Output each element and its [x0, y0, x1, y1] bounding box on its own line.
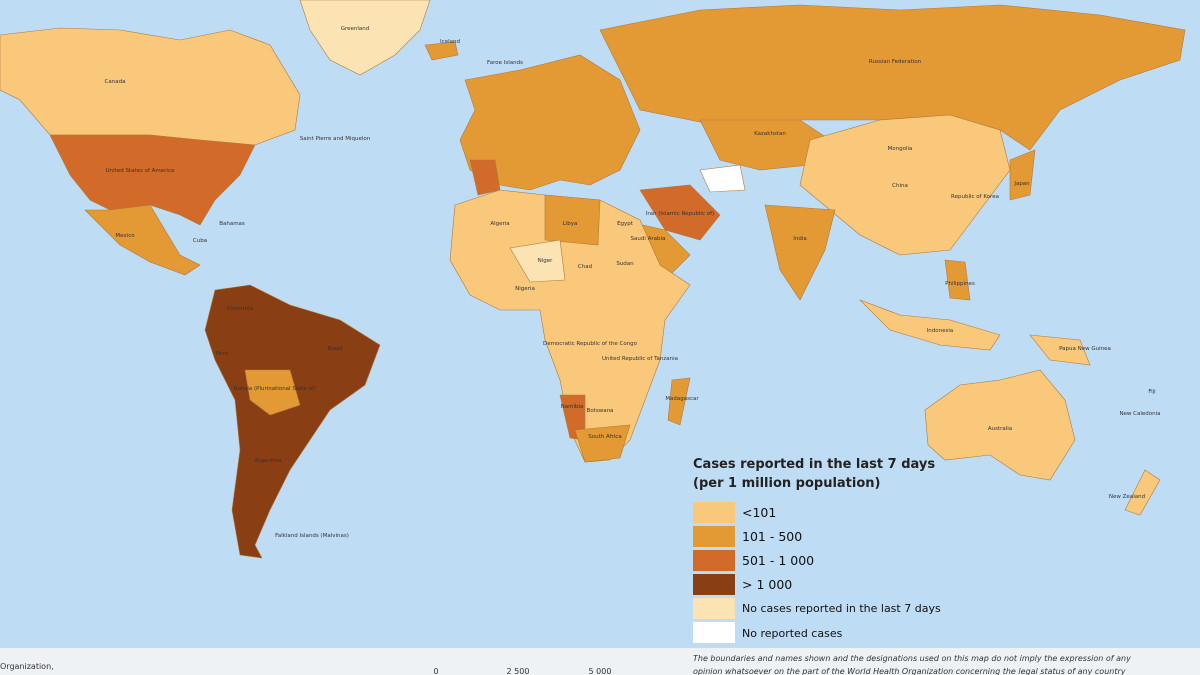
- country-label: Papua New Guinea: [1059, 346, 1111, 352]
- country-label: Botswana: [587, 408, 614, 414]
- australia: [924, 369, 1076, 481]
- country-label: Algeria: [490, 221, 509, 227]
- usa: [49, 134, 256, 226]
- legend-label: <101: [742, 505, 776, 520]
- land-masses: [0, 0, 1186, 559]
- country-label: Bahamas: [219, 221, 245, 227]
- country-label: Democratic Republic of the Congo: [543, 341, 638, 347]
- country-label: Madagascar: [665, 396, 699, 402]
- mexico: [84, 204, 201, 276]
- country-label: Mongolia: [888, 146, 913, 152]
- legend-swatch: [693, 502, 735, 523]
- country-labels: Greenland Iceland Canada United States o…: [105, 26, 1161, 539]
- country-label: Nigeria: [515, 286, 535, 292]
- country-label: Namibia: [561, 404, 584, 410]
- country-label: Sudan: [616, 261, 634, 267]
- africa: [449, 189, 691, 463]
- country-label: Brazil: [327, 346, 343, 352]
- country-label: Egypt: [617, 221, 634, 227]
- europe: [459, 54, 641, 191]
- iceland: [424, 41, 459, 61]
- country-label: New Caledonia: [1119, 411, 1160, 417]
- footer-left: Organization,: [0, 662, 54, 671]
- country-label: Peru: [216, 351, 228, 357]
- indonesia: [859, 299, 1001, 351]
- country-label: Colombia: [227, 306, 253, 312]
- india: [764, 204, 836, 301]
- country-label: Japan: [1013, 181, 1030, 187]
- country-label: New Zealand: [1109, 494, 1145, 500]
- bolivia: [244, 369, 301, 416]
- country-label: Russian Federation: [869, 59, 922, 65]
- philippines: [944, 259, 971, 301]
- country-label: South Africa: [588, 434, 621, 440]
- new-zealand: [1124, 469, 1161, 516]
- niger: [509, 239, 566, 283]
- legend-label: > 1 000: [742, 577, 792, 592]
- scale-label: 2 500: [507, 667, 530, 675]
- country-label: Mexico: [115, 233, 135, 239]
- disclaimer: opinion whatsoever on the part of the Wo…: [693, 667, 1126, 675]
- country-label: United Republic of Tanzania: [602, 356, 678, 362]
- country-label: Chad: [578, 264, 592, 270]
- country-label: Libya: [563, 221, 578, 227]
- country-label: Indonesia: [927, 328, 954, 334]
- country-label: Canada: [105, 79, 126, 85]
- canada: [0, 27, 301, 146]
- legend-title: (per 1 million population): [693, 476, 880, 491]
- png: [1029, 334, 1091, 366]
- country-label: Fiji: [1148, 389, 1156, 395]
- country-label: Republic of Korea: [951, 194, 999, 200]
- country-label: United States of America: [106, 168, 175, 174]
- legend-swatch: [693, 526, 735, 547]
- country-label: Philippines: [945, 281, 975, 287]
- country-label: Bolivia (Plurinational State of): [234, 386, 316, 392]
- libya: [544, 194, 601, 246]
- legend-label: No cases reported in the last 7 days: [742, 602, 941, 615]
- scale-label: 5 000: [589, 667, 612, 675]
- country-label: Falkland Islands (Malvinas): [275, 533, 349, 539]
- footer: Organization, 0 2 500 5 000 The boundari…: [0, 648, 1200, 675]
- country-label: Faroe Islands: [487, 60, 523, 66]
- south-america: [204, 284, 381, 559]
- country-label: China: [892, 183, 908, 189]
- legend-swatch: [693, 598, 735, 619]
- country-label: Argentina: [255, 458, 282, 464]
- scale-label: 0: [433, 667, 438, 675]
- south-africa: [574, 424, 631, 463]
- legend-label: 101 - 500: [742, 529, 802, 544]
- china: [799, 114, 1011, 256]
- iran: [639, 184, 721, 241]
- russia: [599, 4, 1186, 151]
- footer-band: [0, 648, 1200, 675]
- country-label: Iran (Islamic Republic of): [646, 211, 714, 217]
- legend-title: Cases reported in the last 7 days: [693, 457, 935, 472]
- japan: [1009, 149, 1036, 201]
- country-label: India: [793, 236, 807, 242]
- legend: Cases reported in the last 7 days (per 1…: [693, 457, 941, 643]
- country-label: Cuba: [193, 238, 207, 244]
- legend-label: No reported cases: [742, 627, 843, 640]
- country-label: Saint Pierre and Miquelon: [300, 136, 371, 142]
- legend-swatch: [693, 574, 735, 595]
- disclaimer: The boundaries and names shown and the d…: [693, 654, 1131, 663]
- legend-swatch: [693, 622, 735, 643]
- country-label: Greenland: [341, 26, 370, 32]
- turkmenistan: [699, 164, 746, 193]
- legend-swatch: [693, 550, 735, 571]
- country-label: Niger: [538, 258, 554, 264]
- country-label: Saudi Arabia: [631, 236, 666, 242]
- country-label: Australia: [988, 426, 1012, 432]
- country-label: Iceland: [440, 39, 460, 45]
- madagascar: [667, 377, 691, 426]
- greenland: [299, 0, 431, 76]
- legend-label: 501 - 1 000: [742, 553, 814, 568]
- country-label: Kazakhstan: [754, 131, 786, 137]
